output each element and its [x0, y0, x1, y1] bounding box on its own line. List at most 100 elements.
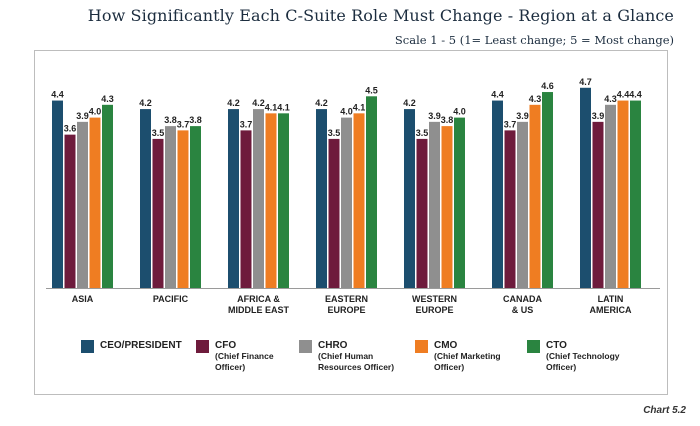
legend-sub-cto-1: (Chief Technology: [546, 351, 620, 361]
bar-chro-5: [517, 121, 528, 288]
bar-chro-3: [341, 117, 352, 288]
bar-cmo-6: [617, 100, 629, 288]
data-label: 4.1: [353, 102, 366, 112]
data-label: 3.5: [328, 128, 341, 138]
bar-cto-5: [542, 92, 553, 288]
bar-cfo-2: [240, 130, 252, 288]
data-label: 4.2: [252, 98, 265, 108]
data-label: 3.9: [428, 111, 441, 121]
bar-ceo-president-4: [404, 109, 415, 288]
legend-sub-cfo-2: Officer): [215, 362, 246, 372]
category-label: EASTERN: [325, 294, 368, 304]
legend-label-cfo: CFO: [215, 340, 237, 351]
category-label: LATIN: [598, 294, 624, 304]
data-label: 3.9: [76, 111, 89, 121]
legend-item-ceo: CEO/PRESIDENT: [81, 340, 182, 353]
legend-label-chro: CHRO: [318, 340, 348, 351]
legend-sub-cmo-2: Officer): [434, 362, 465, 372]
chart-title: How Significantly Each C-Suite Role Must…: [87, 6, 674, 25]
data-label: 4.3: [529, 94, 542, 104]
chart-number: Chart 5.2: [643, 405, 686, 416]
bar-cmo-0: [89, 117, 101, 288]
data-label: 3.8: [189, 115, 202, 125]
category-label: MIDDLE EAST: [228, 305, 290, 315]
legend-swatch-chro: [299, 340, 312, 353]
data-label: 4.0: [340, 107, 353, 117]
legend-item-cfo: CFO (Chief Finance Officer): [196, 340, 274, 373]
bar-cfo-6: [592, 121, 604, 288]
bar-chro-6: [605, 104, 616, 288]
data-label: 4.0: [89, 107, 102, 117]
bar-cfo-0: [64, 134, 76, 288]
category-label: AMERICA: [590, 305, 632, 315]
legend-item-cto: CTO (Chief Technology Officer): [527, 340, 620, 373]
data-label: 3.8: [441, 115, 454, 125]
bar-ceo-president-3: [316, 109, 327, 288]
data-label: 3.6: [64, 124, 77, 134]
legend-sub-cto-2: Officer): [546, 362, 577, 372]
bar-cto-2: [278, 113, 289, 288]
category-label: & US: [512, 305, 534, 315]
bar-chro-4: [429, 121, 440, 288]
bar-cfo-3: [328, 138, 340, 288]
legend-label-cto: CTO: [546, 340, 567, 351]
bar-cmo-3: [353, 113, 365, 288]
category-label: ASIA: [72, 294, 94, 304]
data-label: 4.5: [365, 85, 378, 95]
data-label: 4.4: [617, 90, 630, 100]
legend-swatch-ceo: [81, 340, 94, 353]
legend-sub-chro-1: (Chief Human: [318, 351, 374, 361]
bar-cto-4: [454, 117, 465, 288]
data-label: 3.7: [504, 119, 517, 129]
legend-label-cmo: CMO: [434, 340, 458, 351]
legend-sub-cfo-1: (Chief Finance: [215, 351, 274, 361]
chart-subtitle: Scale 1 - 5 (1= Least change; 5 = Most c…: [394, 33, 674, 47]
data-label: 4.3: [604, 94, 617, 104]
data-label: 4.1: [265, 102, 278, 112]
bar-cto-3: [366, 96, 377, 288]
data-label: 3.7: [240, 119, 253, 129]
bar-cmo-4: [441, 126, 453, 289]
data-label: 4.7: [579, 77, 592, 87]
data-label: 4.1: [277, 102, 290, 112]
legend-label-ceo: CEO/PRESIDENT: [100, 340, 182, 351]
legend-item-chro: CHRO (Chief Human Resources Officer): [299, 340, 394, 373]
data-label: 4.4: [51, 90, 64, 100]
bar-cfo-4: [416, 138, 428, 288]
data-label: 4.2: [315, 98, 328, 108]
chart-frame: [34, 50, 668, 395]
bar-cto-1: [190, 126, 201, 289]
legend-sub-cmo-1: (Chief Marketing: [434, 351, 501, 361]
bar-ceo-president-5: [492, 100, 503, 288]
data-label: 4.6: [541, 81, 554, 91]
data-label: 4.4: [629, 90, 642, 100]
legend-item-cmo: CMO (Chief Marketing Officer): [415, 340, 501, 373]
data-label: 3.5: [152, 128, 165, 138]
bar-chro-0: [77, 121, 88, 288]
category-label: PACIFIC: [153, 294, 189, 304]
legend-swatch-cto: [527, 340, 540, 353]
bar-ceo-president-2: [228, 109, 239, 288]
data-label: 4.3: [101, 94, 114, 104]
bar-ceo-president-6: [580, 87, 591, 288]
bar-ceo-president-1: [140, 109, 151, 288]
category-label: CANADA: [503, 294, 542, 304]
data-label: 3.7: [177, 119, 190, 129]
bar-cfo-5: [504, 130, 516, 288]
data-label: 3.9: [592, 111, 605, 121]
data-label: 3.9: [516, 111, 529, 121]
data-label: 4.2: [139, 98, 152, 108]
data-label: 4.4: [491, 90, 504, 100]
category-label: WESTERN: [412, 294, 457, 304]
bar-cmo-1: [177, 130, 189, 288]
bar-chro-1: [165, 126, 176, 289]
bar-chro-2: [253, 109, 264, 288]
category-label: EUROPE: [327, 305, 365, 315]
legend-sub-chro-2: Resources Officer): [318, 362, 395, 372]
bar-ceo-president-0: [52, 100, 63, 288]
bar-cto-6: [630, 100, 641, 288]
bar-cmo-2: [265, 113, 277, 288]
legend-swatch-cmo: [415, 340, 428, 353]
data-label: 4.2: [227, 98, 240, 108]
